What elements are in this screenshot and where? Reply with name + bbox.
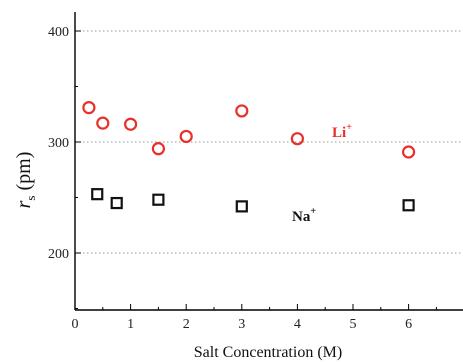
li-point-5 [235, 104, 249, 118]
li-point-4 [179, 129, 193, 144]
x-tick-label-5: 5 [350, 317, 357, 332]
data-markers [82, 100, 416, 213]
y-axis-title-subscript: s [23, 196, 38, 201]
x-tick-label-4: 4 [294, 317, 301, 332]
y-tick-label-300: 300 [48, 136, 69, 151]
na-point-0 [91, 188, 104, 201]
na-point-2 [152, 193, 165, 206]
x-tick-label-0: 0 [72, 317, 79, 332]
y-axis-title: rs (pm) [13, 152, 38, 209]
tick-labels: 0 1 2 3 4 5 6 200 300 400 [48, 25, 412, 332]
li-point-0 [82, 100, 96, 115]
grid-lines [75, 30, 463, 254]
x-tick-label-1: 1 [127, 317, 134, 332]
na-annotation-charge: + [310, 206, 316, 217]
na-point-3 [235, 200, 248, 213]
x-axis-title: Salt Concentration (M) [194, 344, 342, 361]
li-annotation: Li+ [332, 122, 352, 141]
li-point-6 [290, 132, 304, 146]
li-annotation-name: Li [332, 125, 346, 141]
li-point-2 [124, 117, 138, 131]
x-tick-label-3: 3 [238, 317, 245, 332]
y-tick-label-200: 200 [48, 247, 69, 262]
x-tick-label-6: 6 [405, 317, 412, 332]
axes [74, 12, 463, 311]
na-point-4 [402, 199, 415, 212]
x-tick-label-2: 2 [183, 317, 190, 332]
li-point-7 [402, 145, 416, 159]
li-annotation-charge: + [346, 122, 352, 133]
na-annotation: Na+ [292, 206, 316, 225]
na-annotation-name: Na [292, 209, 311, 225]
tick-marks [74, 30, 437, 310]
na-point-1 [110, 196, 123, 210]
li-point-3 [151, 142, 165, 156]
y-axis-title-symbol: r [13, 200, 35, 208]
li-point-1 [96, 116, 110, 130]
y-axis-title-unit: (pm) [13, 152, 35, 196]
y-tick-label-400: 400 [48, 25, 69, 40]
